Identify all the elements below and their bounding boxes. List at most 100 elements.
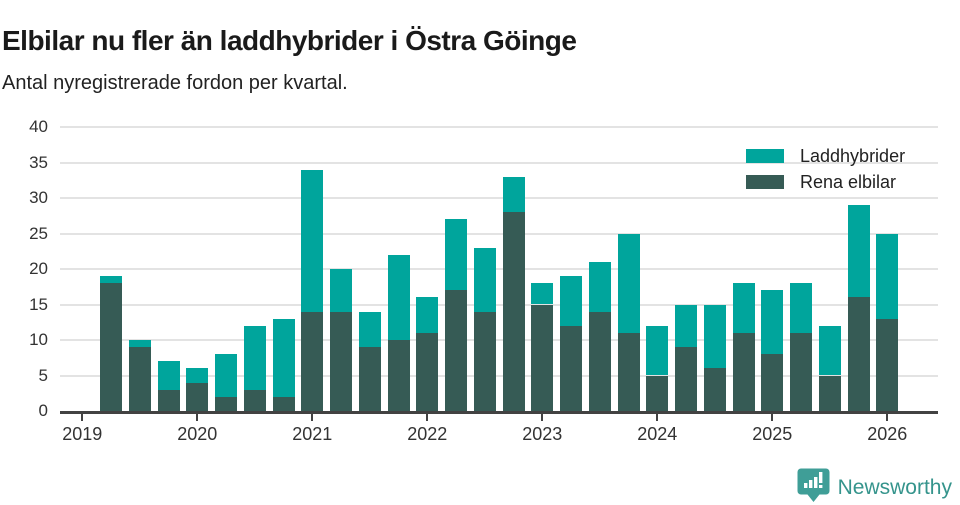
bar-segment-rena-elbilar bbox=[761, 354, 784, 411]
bar-segment-rena-elbilar bbox=[703, 368, 726, 411]
gridline-y-10 bbox=[60, 339, 938, 341]
bar-segment-laddhybrider bbox=[531, 283, 554, 305]
legend-item-laddhybrider: Laddhybrider bbox=[746, 143, 936, 169]
bar-segment-rena-elbilar bbox=[301, 311, 324, 411]
bar-segment-laddhybrider bbox=[330, 269, 352, 312]
legend-item-rena-elbilar: Rena elbilar bbox=[746, 169, 936, 195]
bar-segment-rena-elbilar bbox=[387, 340, 410, 411]
bar-segment-rena-elbilar bbox=[876, 318, 899, 411]
x-axis-tick bbox=[771, 411, 774, 421]
bar-segment-rena-elbilar bbox=[646, 375, 669, 411]
gridline-y-30 bbox=[60, 197, 938, 199]
bar-segment-laddhybrider bbox=[157, 361, 180, 390]
legend-label: Laddhybrider bbox=[800, 145, 906, 166]
gridline-y-5 bbox=[60, 374, 938, 377]
bar-segment-laddhybrider bbox=[186, 368, 209, 383]
bar-segment-rena-elbilar bbox=[100, 283, 122, 411]
x-tick-label: 2024 bbox=[637, 424, 678, 444]
x-tick-label: 2021 bbox=[292, 424, 333, 444]
gridline-y-35 bbox=[60, 161, 938, 164]
bar-segment-rena-elbilar bbox=[847, 297, 870, 411]
x-axis-tick bbox=[426, 411, 429, 421]
y-tick-label: 30 bbox=[29, 188, 48, 207]
bar-segment-rena-elbilar bbox=[445, 290, 467, 411]
bar-segment-laddhybrider bbox=[818, 325, 841, 376]
x-axis-tick bbox=[886, 411, 889, 421]
bar-segment-laddhybrider bbox=[416, 297, 439, 333]
bar-segment-rena-elbilar bbox=[243, 389, 266, 411]
brand-name: Newsworthy bbox=[837, 476, 952, 499]
bar-segment-laddhybrider bbox=[445, 219, 467, 291]
gridline-y-25 bbox=[60, 232, 938, 235]
bar-segment-rena-elbilar bbox=[358, 347, 381, 411]
bar-segment-rena-elbilar bbox=[330, 311, 352, 411]
bar-segment-rena-elbilar bbox=[675, 347, 697, 411]
bar-segment-rena-elbilar bbox=[818, 375, 841, 411]
x-axis-tick bbox=[196, 411, 199, 421]
y-tick-label: 35 bbox=[29, 152, 48, 172]
bar-segment-rena-elbilar bbox=[128, 347, 151, 411]
bar-segment-laddhybrider bbox=[732, 283, 755, 333]
bar-segment-rena-elbilar bbox=[531, 304, 554, 411]
bar-segment-laddhybrider bbox=[675, 304, 697, 348]
legend: Laddhybrider Rena elbilar bbox=[746, 143, 936, 195]
bar-segment-laddhybrider bbox=[358, 311, 381, 348]
bar-segment-laddhybrider bbox=[473, 247, 496, 312]
bar-segment-rena-elbilar bbox=[588, 311, 611, 411]
bar-segment-laddhybrider bbox=[387, 254, 410, 340]
bar-segment-rena-elbilar bbox=[790, 332, 812, 411]
bar-segment-rena-elbilar bbox=[157, 389, 180, 411]
bar-segment-rena-elbilar bbox=[186, 382, 209, 411]
bar-segment-rena-elbilar bbox=[272, 396, 295, 411]
chart-subtitle: Antal nyregistrerade fordon per kvartal. bbox=[2, 72, 348, 94]
bar-segment-laddhybrider bbox=[100, 276, 122, 284]
bar-segment-laddhybrider bbox=[560, 276, 582, 326]
bar-segment-laddhybrider bbox=[301, 169, 324, 312]
y-tick-label: 0 bbox=[38, 401, 48, 420]
bar-segment-laddhybrider bbox=[790, 283, 812, 333]
bar-segment-laddhybrider bbox=[876, 233, 899, 319]
x-tick-label: 2023 bbox=[522, 424, 563, 444]
bar-segment-rena-elbilar bbox=[473, 311, 496, 411]
bar-segment-laddhybrider bbox=[703, 304, 726, 369]
bar-segment-laddhybrider bbox=[847, 205, 870, 298]
x-tick-label: 2020 bbox=[177, 424, 218, 444]
gridline-y-20 bbox=[60, 268, 938, 270]
legend-swatch-rena-elbilar bbox=[746, 175, 784, 189]
bar-segment-rena-elbilar bbox=[560, 325, 582, 411]
x-tick-label: 2025 bbox=[752, 424, 793, 444]
x-axis-tick bbox=[541, 411, 544, 421]
x-tick-label: 2019 bbox=[62, 424, 103, 444]
y-tick-label: 15 bbox=[29, 294, 48, 314]
gridline-y-40 bbox=[60, 126, 938, 128]
bar-segment-laddhybrider bbox=[617, 233, 640, 333]
x-axis-tick bbox=[656, 411, 659, 421]
chart-title: Elbilar nu fler än laddhybrider i Östra … bbox=[2, 24, 577, 56]
x-axis-line bbox=[60, 411, 938, 414]
bar-segment-rena-elbilar bbox=[617, 332, 640, 411]
bar-segment-rena-elbilar bbox=[416, 332, 439, 411]
bar-segment-rena-elbilar bbox=[502, 212, 525, 411]
legend-label: Rena elbilar bbox=[800, 171, 897, 192]
newsworthy-logo-icon bbox=[797, 468, 830, 505]
legend-swatch-laddhybrider bbox=[746, 149, 784, 163]
bar-segment-rena-elbilar bbox=[732, 332, 755, 411]
x-axis-tick bbox=[81, 411, 84, 421]
bar-segment-laddhybrider bbox=[588, 261, 611, 312]
y-tick-label: 10 bbox=[29, 330, 48, 349]
x-tick-label: 2026 bbox=[867, 424, 908, 444]
y-tick-label: 20 bbox=[29, 259, 48, 278]
y-tick-label: 25 bbox=[29, 223, 48, 243]
y-tick-label: 5 bbox=[38, 365, 48, 385]
y-tick-label: 40 bbox=[29, 117, 48, 136]
x-axis-tick bbox=[311, 411, 314, 421]
bar-segment-laddhybrider bbox=[128, 340, 151, 348]
brand-footer: Newsworthy bbox=[797, 468, 952, 505]
gridline-y-15 bbox=[60, 303, 938, 306]
bar-segment-laddhybrider bbox=[502, 176, 525, 213]
bar-segment-laddhybrider bbox=[646, 325, 669, 376]
bar-segment-laddhybrider bbox=[272, 318, 295, 397]
bar-segment-rena-elbilar bbox=[215, 396, 237, 411]
bar-segment-laddhybrider bbox=[761, 290, 784, 355]
